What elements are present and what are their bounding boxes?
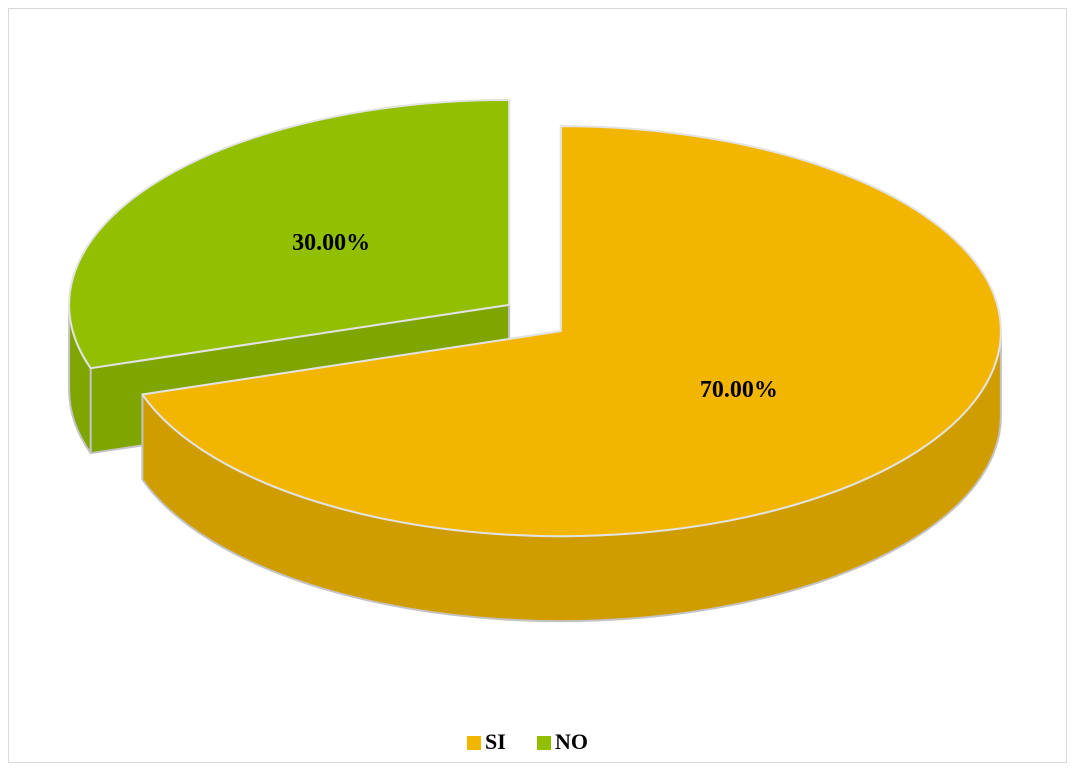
slice <box>68 98 511 370</box>
legend-swatch <box>537 736 551 750</box>
legend-label: NO <box>555 729 588 754</box>
slice <box>141 125 1002 538</box>
data-label: 70.00% <box>700 377 778 403</box>
legend: SI NO <box>467 729 588 754</box>
legend-swatch <box>467 736 481 750</box>
data-labels: 30.00% 70.00% <box>292 230 778 403</box>
pie <box>68 98 1002 623</box>
data-label: 30.00% <box>292 230 370 256</box>
legend-label: SI <box>485 729 506 754</box>
